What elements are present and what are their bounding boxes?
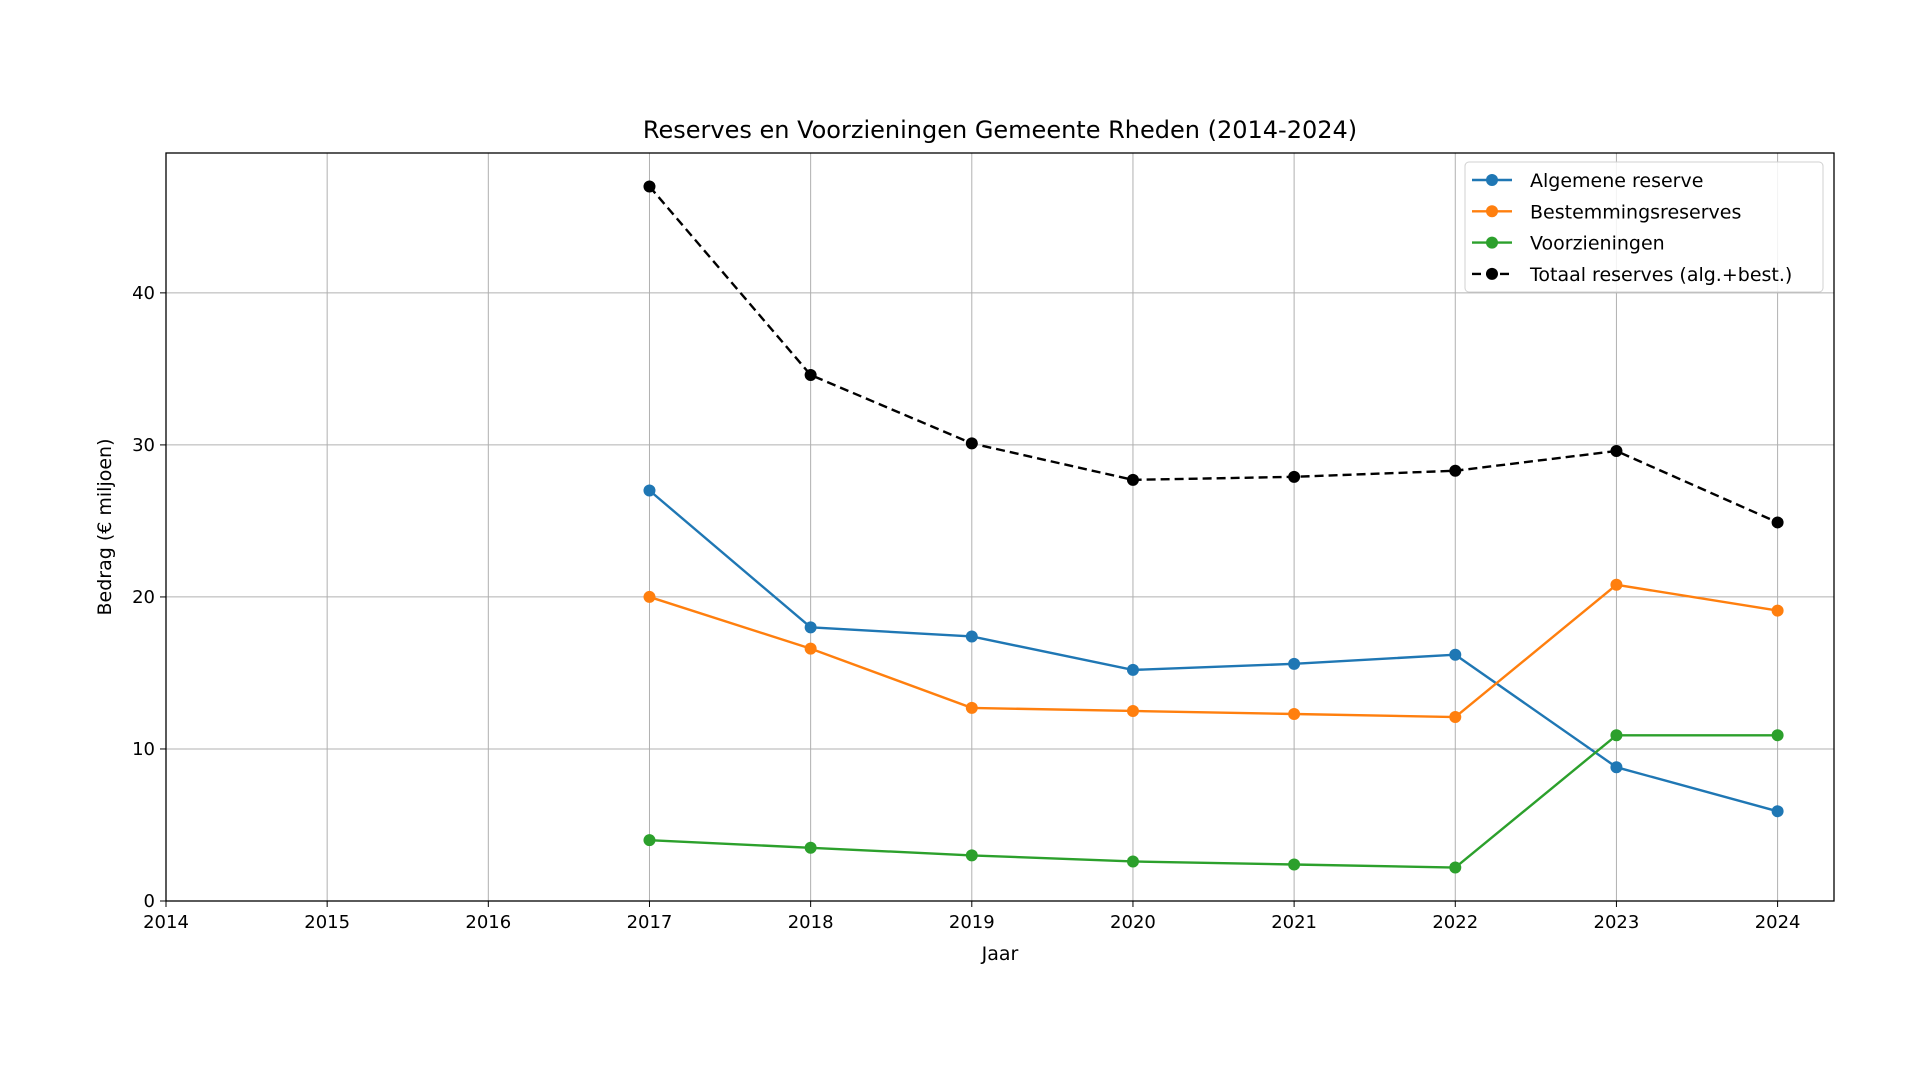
legend-box [1464, 161, 1824, 293]
data-point-bestemmingsreserves [643, 590, 656, 603]
legend: Algemene reserve Bestemmingsreserves Voorz… [1464, 161, 1824, 293]
x-tick-label: 2016 [465, 912, 511, 933]
x-tick-label: 2018 [788, 912, 834, 933]
data-point-totaal-reserves-alg-best [1288, 470, 1301, 483]
data-point-totaal-reserves-alg-best [1449, 464, 1462, 477]
data-point-bestemmingsreserves [1771, 604, 1784, 617]
series-line-bestemmingsreserves [649, 583, 1778, 719]
y-axis-label: Bedrag (€ miljoen) [94, 439, 116, 616]
legend-label: Bestemmingsreserves [1530, 201, 1741, 223]
data-point-algemene-reserve [1449, 648, 1462, 661]
x-tick-label: 2023 [1594, 912, 1640, 933]
data-point-totaal-reserves-alg-best [643, 180, 656, 193]
data-point-voorzieningen [1610, 729, 1623, 742]
x-tick-label: 2022 [1432, 912, 1478, 933]
legend-marker [1486, 205, 1498, 218]
series-line-algemene-reserve [648, 489, 1778, 813]
y-tick-label: 0 [144, 891, 155, 912]
y-tick-label: 40 [132, 283, 155, 304]
legend-label: Totaal reserves (alg.+best.) [1529, 264, 1792, 286]
data-point-algemene-reserve [1126, 663, 1139, 676]
legend-label: Algemene reserve [1530, 170, 1703, 192]
x-axis-label: Jaar [981, 943, 1019, 965]
data-point-algemene-reserve [1771, 805, 1784, 818]
data-point-bestemmingsreserves [1126, 704, 1139, 717]
plot-frame [165, 152, 1835, 902]
x-tick-label: 2020 [1110, 912, 1156, 933]
legend-marker [1486, 236, 1498, 249]
series-group [643, 180, 1784, 874]
legend-marker [1486, 174, 1498, 186]
data-point-bestemmingsreserves [804, 642, 817, 655]
series-line-voorzieningen [649, 734, 1778, 869]
legend-label: Voorzieningen [1530, 233, 1665, 255]
data-point-voorzieningen [1449, 861, 1462, 874]
data-point-totaal-reserves-alg-best [1126, 473, 1139, 486]
x-tick-label: 2019 [949, 912, 995, 933]
data-point-voorzieningen [804, 841, 817, 854]
data-point-bestemmingsreserves [1288, 708, 1301, 720]
y-tick-label: 20 [132, 587, 155, 608]
data-point-voorzieningen [1126, 855, 1139, 868]
ticks: 2014 2015 2016 2017 2018 2019 2020 2021 2022 2023… [132, 283, 1800, 933]
data-point-algemene-reserve [965, 630, 978, 643]
data-point-totaal-reserves-alg-best [804, 368, 817, 381]
data-point-voorzieningen [1771, 729, 1784, 742]
data-point-bestemmingsreserves [1449, 711, 1462, 724]
data-point-totaal-reserves-alg-best [1771, 516, 1784, 529]
x-tick-label: 2017 [627, 912, 673, 933]
x-tick-label: 2021 [1271, 912, 1317, 933]
data-point-voorzieningen [965, 849, 978, 862]
data-point-algemene-reserve [1610, 761, 1623, 774]
data-point-algemene-reserve [1288, 657, 1301, 670]
x-tick-label: 2014 [143, 912, 189, 933]
data-point-voorzieningen [1288, 858, 1301, 871]
chart-title: Reserves en Voorzieningen Gemeente Rhede… [643, 116, 1357, 144]
y-tick-label: 30 [132, 435, 155, 456]
data-point-totaal-reserves-alg-best [965, 437, 978, 450]
data-point-totaal-reserves-alg-best [1610, 444, 1623, 457]
data-point-bestemmingsreserves [965, 701, 978, 714]
x-tick-label: 2015 [304, 912, 350, 933]
data-point-voorzieningen [643, 834, 656, 847]
y-tick-label: 10 [132, 739, 155, 760]
x-tick-label: 2024 [1755, 912, 1801, 933]
data-point-algemene-reserve [643, 484, 656, 497]
data-point-algemene-reserve [804, 621, 817, 634]
data-point-bestemmingsreserves [1610, 578, 1623, 591]
legend-marker [1486, 267, 1498, 280]
